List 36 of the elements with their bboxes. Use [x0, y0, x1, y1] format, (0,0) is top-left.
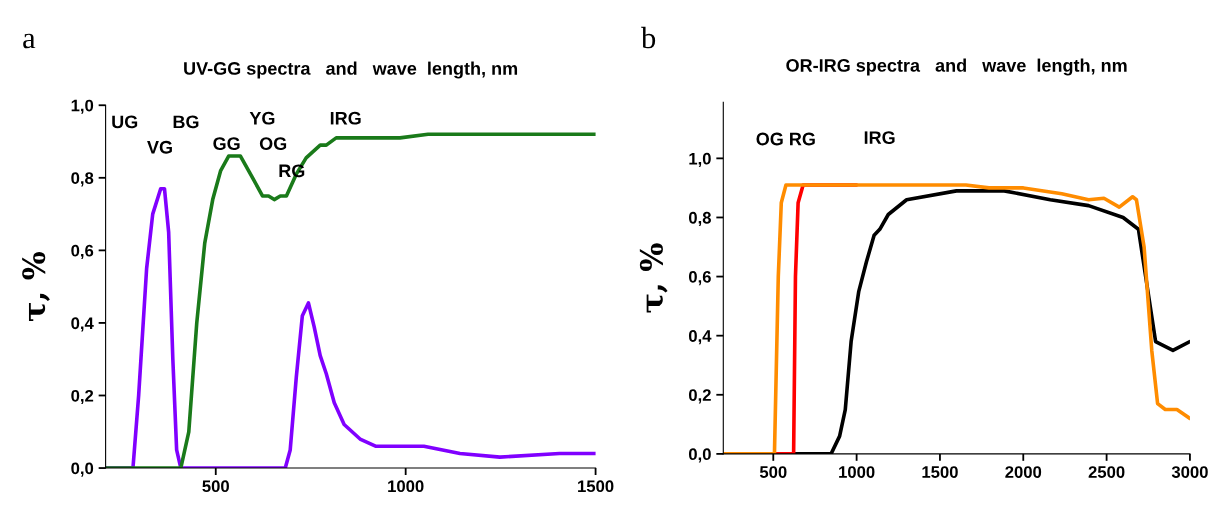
annotation: YG	[249, 111, 275, 125]
annotation: IRG	[864, 131, 895, 144]
text: b	[641, 26, 656, 49]
annotation: BG	[173, 115, 199, 129]
annotation: UG	[112, 115, 138, 129]
x-tick-label: 500	[202, 480, 229, 493]
y-tick-label: 0,6	[688, 270, 711, 286]
y-tick-label: 0,8	[688, 211, 711, 227]
x-tick-label: 2000	[1005, 466, 1042, 478]
annotation: OG RG	[756, 132, 815, 146]
y-tick-label: 0,4	[688, 330, 712, 345]
annotation: OG	[259, 137, 287, 150]
y-tick-label: 0,6	[71, 244, 94, 259]
y-axis-title: τ, %	[639, 243, 668, 313]
annotation: IRG	[330, 111, 361, 125]
y-tick-label: 1,0	[71, 99, 94, 114]
y-tick-label: 0,8	[71, 172, 94, 187]
x-tick-label: 3000	[1171, 466, 1208, 478]
x-tick-label: 2500	[1088, 466, 1125, 478]
y-axis-title: τ, %	[22, 251, 50, 322]
text: a	[23, 33, 36, 49]
x-tick-label: 1500	[922, 466, 958, 478]
x-tick-label: 1000	[388, 480, 424, 493]
y-tick-label: 0,0	[71, 462, 94, 477]
annotation: GG	[213, 137, 240, 150]
chart-title: UV-GG spectra and wave length, nm	[184, 61, 518, 79]
y-tick-label: 0,2	[688, 389, 711, 404]
y-tick-label: 0,0	[688, 448, 711, 463]
y-tick-label: 0,4	[71, 317, 94, 332]
x-tick-label: 500	[759, 466, 787, 478]
chart-title: OR-IRG spectra and wave length, nm	[786, 58, 1127, 76]
x-tick-label: 1000	[839, 466, 875, 478]
annotation: VG	[147, 140, 172, 154]
x-tick-label: 1500	[578, 480, 614, 493]
y-tick-label: 0,2	[71, 389, 94, 405]
y-tick-label: 1,0	[689, 152, 711, 167]
